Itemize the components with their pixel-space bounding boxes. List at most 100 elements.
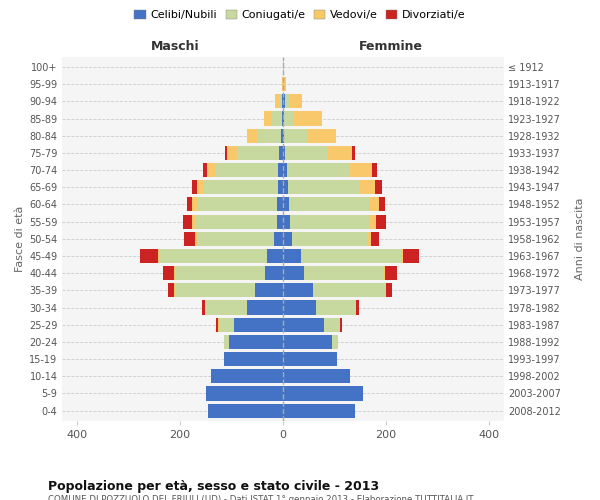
Bar [265,266,283,280]
Bar [160,249,268,263]
Bar [283,232,292,246]
Bar [287,163,349,177]
Bar [283,198,289,211]
Bar [283,352,337,366]
Bar [340,318,342,332]
Bar [167,284,174,298]
Bar [218,318,234,332]
Bar [216,318,218,332]
Bar [283,249,301,263]
Bar [279,94,282,108]
Bar [283,386,362,400]
Bar [368,232,371,246]
Bar [283,284,313,298]
Bar [283,146,286,160]
Bar [289,198,369,211]
Bar [229,335,283,349]
Bar [403,249,419,263]
Bar [254,284,283,298]
Bar [401,249,403,263]
Bar [197,180,203,194]
Bar [163,266,174,280]
Bar [216,163,278,177]
Bar [192,180,197,194]
Bar [272,112,282,126]
Bar [324,318,340,332]
Bar [268,249,283,263]
Bar [316,300,355,314]
Bar [174,284,175,298]
Bar [277,214,283,228]
Bar [290,214,370,228]
Bar [257,128,281,142]
Bar [283,318,324,332]
Bar [279,146,283,160]
Bar [196,214,277,228]
Text: Femmine: Femmine [359,40,423,53]
Bar [140,249,158,263]
Bar [286,146,326,160]
Y-axis label: Fasce di età: Fasce di età [15,206,25,272]
Bar [184,232,196,246]
Bar [386,284,392,298]
Bar [370,214,376,228]
Bar [224,335,229,349]
Bar [283,60,284,74]
Bar [158,249,160,263]
Bar [211,369,283,384]
Bar [247,300,283,314]
Bar [284,112,294,126]
Bar [284,128,308,142]
Bar [264,112,272,126]
Text: Popolazione per età, sesso e stato civile - 2013: Popolazione per età, sesso e stato civil… [48,480,379,493]
Bar [313,284,385,298]
Bar [207,163,216,177]
Bar [384,266,385,280]
Bar [283,112,284,126]
Bar [227,146,238,160]
Bar [183,214,193,228]
Bar [283,300,316,314]
Bar [284,77,286,91]
Bar [205,300,206,314]
Bar [379,198,385,211]
Bar [301,249,401,263]
Bar [360,180,376,194]
Bar [352,146,355,160]
Bar [283,214,290,228]
Bar [283,94,285,108]
Bar [283,180,288,194]
Text: Maschi: Maschi [151,40,199,53]
Bar [175,266,265,280]
Bar [332,335,338,349]
Bar [208,404,283,417]
Bar [203,180,278,194]
Bar [355,300,356,314]
Bar [175,284,254,298]
Bar [202,300,205,314]
Bar [369,198,379,211]
Bar [283,128,284,142]
Bar [304,266,384,280]
Bar [275,94,279,108]
Text: COMUNE DI POZZUOLO DEL FRIULI (UD) - Dati ISTAT 1° gennaio 2013 - Elaborazione T: COMUNE DI POZZUOLO DEL FRIULI (UD) - Dat… [48,495,473,500]
Bar [282,77,283,91]
Bar [187,198,192,211]
Legend: Celibi/Nubili, Coniugati/e, Vedovi/e, Divorziati/e: Celibi/Nubili, Coniugati/e, Vedovi/e, Di… [130,6,470,25]
Bar [247,128,257,142]
Y-axis label: Anni di nascita: Anni di nascita [575,198,585,280]
Bar [193,214,196,228]
Bar [376,214,386,228]
Bar [278,180,283,194]
Bar [224,352,283,366]
Bar [282,94,283,108]
Bar [372,163,377,177]
Bar [283,266,304,280]
Bar [174,266,175,280]
Bar [289,94,302,108]
Bar [281,128,283,142]
Bar [282,112,283,126]
Bar [278,163,283,177]
Bar [206,300,247,314]
Bar [277,198,283,211]
